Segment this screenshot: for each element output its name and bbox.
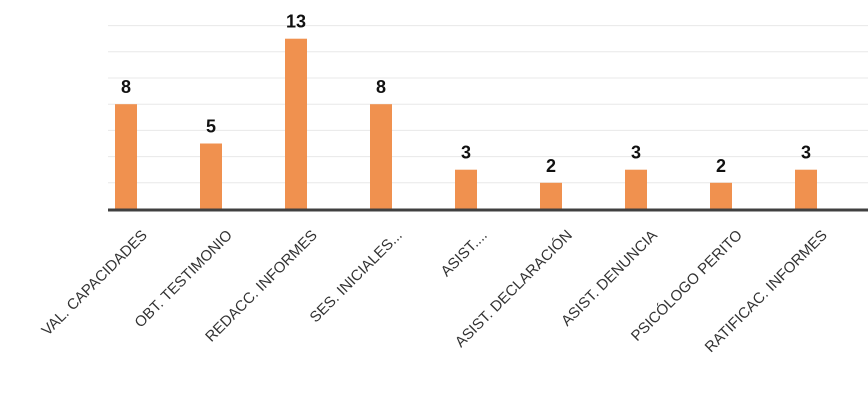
data-label: 3 <box>461 143 471 163</box>
data-label: 3 <box>801 143 811 163</box>
bar <box>455 169 477 209</box>
data-label: 5 <box>206 117 216 137</box>
data-label: 8 <box>121 77 131 97</box>
bar <box>285 38 307 210</box>
bar <box>370 104 392 209</box>
bar <box>795 169 817 209</box>
data-label: 13 <box>286 12 306 32</box>
data-label: 2 <box>546 156 556 176</box>
bars <box>115 38 817 210</box>
data-label: 3 <box>631 143 641 163</box>
x-tick-label: SES. INICIALES... <box>307 227 406 326</box>
x-tick-label: ASIST.... <box>438 227 491 280</box>
bar <box>540 182 562 209</box>
data-label: 8 <box>376 77 386 97</box>
data-label: 2 <box>716 156 726 176</box>
data-labels: 8 5 13 8 3 2 3 2 3 <box>121 12 811 176</box>
bar <box>115 104 137 209</box>
bar <box>625 169 647 209</box>
bar <box>200 143 222 209</box>
bar <box>710 182 732 209</box>
gridlines <box>108 25 868 184</box>
